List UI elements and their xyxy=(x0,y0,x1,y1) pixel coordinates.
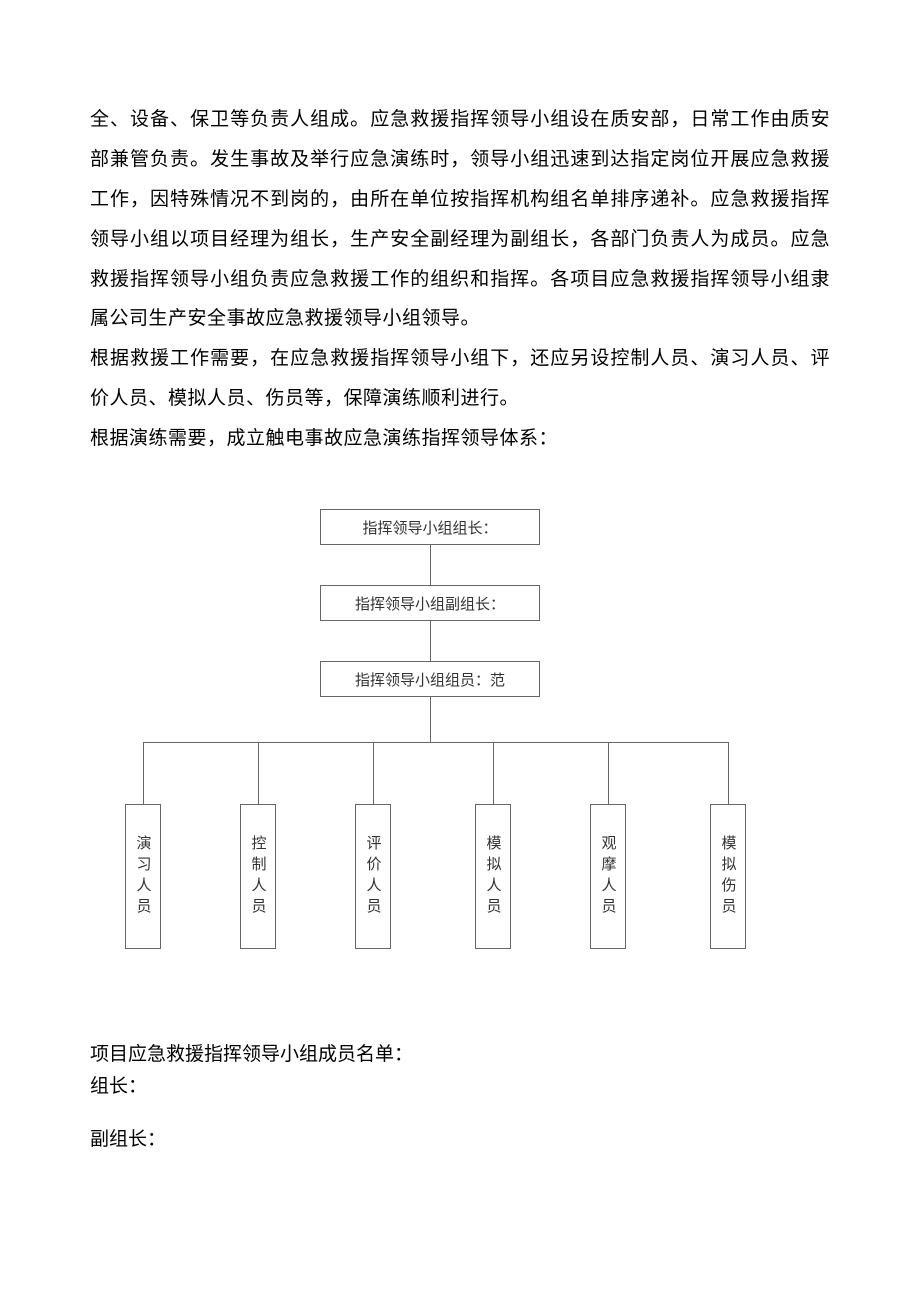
connector-line xyxy=(430,697,431,742)
node-member-label: 指挥领导小组组员：范 xyxy=(355,669,505,690)
leaf-label: 模拟伤员 xyxy=(718,835,739,919)
node-leader: 指挥领导小组组长： xyxy=(320,509,540,545)
paragraph-3: 根据演练需要，成立触电事故应急演练指挥领导体系： xyxy=(90,419,830,459)
connector-drop xyxy=(258,742,259,804)
node-leaf-drill: 演习人员 xyxy=(125,804,161,949)
connector-drop xyxy=(493,742,494,804)
leaf-label: 模拟人员 xyxy=(483,835,504,919)
node-leaf-simulate: 模拟人员 xyxy=(475,804,511,949)
footer-section: 项目应急救援指挥领导小组成员名单： 组长： 副组长： xyxy=(90,1039,830,1156)
node-leaf-observe: 观摩人员 xyxy=(590,804,626,949)
connector-drop xyxy=(373,742,374,804)
connector-drop xyxy=(728,742,729,804)
node-deputy-label: 指挥领导小组副组长： xyxy=(355,593,505,614)
connector-drop xyxy=(608,742,609,804)
connector-line xyxy=(430,545,431,585)
connector-hbar xyxy=(143,742,728,743)
spacer xyxy=(90,1104,830,1124)
node-member: 指挥领导小组组员：范 xyxy=(320,661,540,697)
body-text-block: 全、设备、保卫等负责人组成。应急救援指挥领导小组设在质安部，日常工作由质安部兼管… xyxy=(90,100,830,459)
paragraph-1: 全、设备、保卫等负责人组成。应急救援指挥领导小组设在质安部，日常工作由质安部兼管… xyxy=(90,100,830,339)
leaf-label: 演习人员 xyxy=(133,835,154,919)
leader-label: 组长： xyxy=(90,1071,830,1103)
org-chart: 指挥领导小组组长： 指挥领导小组副组长： 指挥领导小组组员：范 演习人员 控制人… xyxy=(90,509,830,989)
leaf-label: 观摩人员 xyxy=(598,835,619,919)
node-leaf-evaluate: 评价人员 xyxy=(355,804,391,949)
connector-line xyxy=(430,621,431,661)
node-leaf-casualty: 模拟伤员 xyxy=(710,804,746,949)
node-leaf-control: 控制人员 xyxy=(240,804,276,949)
connector-drop xyxy=(143,742,144,804)
node-deputy: 指挥领导小组副组长： xyxy=(320,585,540,621)
leaf-label: 控制人员 xyxy=(248,835,269,919)
node-leader-label: 指挥领导小组组长： xyxy=(362,517,497,538)
deputy-label: 副组长： xyxy=(90,1124,830,1156)
leaf-label: 评价人员 xyxy=(363,835,384,919)
paragraph-2: 根据救援工作需要，在应急救援指挥领导小组下，还应另设控制人员、演习人员、评价人员… xyxy=(90,339,830,419)
member-list-title: 项目应急救援指挥领导小组成员名单： xyxy=(90,1039,830,1071)
